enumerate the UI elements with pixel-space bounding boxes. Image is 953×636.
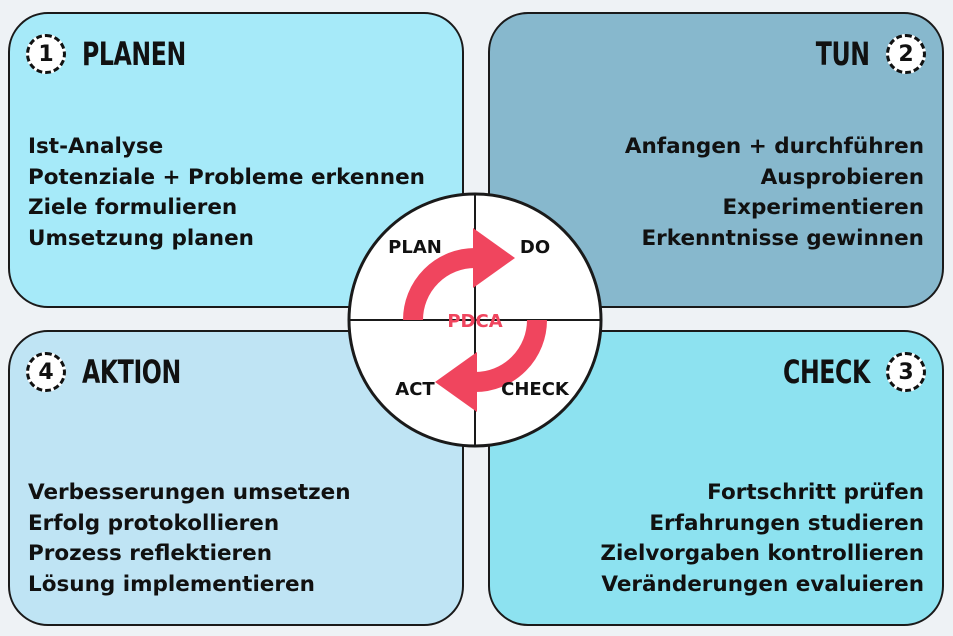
plan-item: Potenziale + Probleme erkennen — [28, 164, 425, 190]
plan-item: Ist-Analyse — [28, 134, 164, 159]
do-item: Erkenntnisse gewinnen — [641, 225, 924, 251]
arrow-head-lower — [435, 352, 477, 412]
check-item: Fortschritt prüfen — [707, 480, 924, 505]
arrow-head-upper — [473, 228, 515, 288]
check-label: CHECK — [501, 379, 570, 400]
arrow-arc-upper — [403, 248, 476, 321]
check-step-number: 3 — [886, 352, 926, 392]
plan-item-list: Ist-Analyse Potenziale + Probleme erkenn… — [28, 132, 425, 254]
act-item: Erfolg protokollieren — [28, 510, 280, 536]
do-item: Anfangen + durchführen — [624, 134, 924, 159]
check-item: Erfahrungen studieren — [649, 510, 924, 536]
do-label: DO — [520, 237, 550, 258]
plan-title: PLANEN — [82, 35, 186, 73]
plan-header: 1 PLANEN — [26, 34, 209, 74]
check-item: Zielvorgaben kontrollieren — [600, 541, 924, 566]
do-title: TUN — [816, 35, 870, 73]
act-step-number: 4 — [26, 352, 66, 392]
check-item: Veränderungen evaluieren — [601, 571, 924, 597]
check-quadrant: CHECK 3 Fortschritt prüfen Erfahrungen s… — [488, 330, 944, 626]
act-item: Verbesserungen umsetzen — [28, 480, 351, 505]
pdca-label: PDCA — [447, 311, 502, 332]
act-item-list: Verbesserungen umsetzen Erfolg protokoll… — [28, 478, 351, 600]
do-item-list: Anfangen + durchführen Ausprobieren Expe… — [625, 132, 924, 254]
do-item: Experimentieren — [722, 195, 924, 220]
pdca-cycle: PDCA PLAN DO ACT CHECK — [345, 190, 605, 450]
check-title: CHECK — [783, 353, 870, 391]
act-item: Prozess reflektieren — [28, 541, 273, 566]
arrow-arc-lower — [474, 319, 547, 392]
plan-quadrant: 1 PLANEN Ist-Analyse Potenziale + Proble… — [8, 12, 464, 308]
plan-label: PLAN — [388, 237, 442, 258]
check-header: CHECK 3 — [764, 352, 926, 392]
act-label: ACT — [395, 379, 435, 400]
plan-item: Umsetzung planen — [28, 225, 254, 251]
act-item: Lösung implementieren — [28, 571, 315, 597]
cycle-arrows-icon — [403, 228, 547, 412]
do-header: TUN 2 — [804, 34, 926, 74]
plan-step-number: 1 — [26, 34, 66, 74]
do-step-number: 2 — [886, 34, 926, 74]
check-item-list: Fortschritt prüfen Erfahrungen studieren… — [600, 478, 924, 600]
plan-item: Ziele formulieren — [28, 195, 238, 220]
act-header: 4 AKTION — [26, 352, 203, 392]
act-title: AKTION — [82, 353, 181, 391]
pdca-cycle-graphic: PDCA PLAN DO ACT CHECK — [347, 192, 603, 448]
do-item: Ausprobieren — [760, 164, 924, 190]
